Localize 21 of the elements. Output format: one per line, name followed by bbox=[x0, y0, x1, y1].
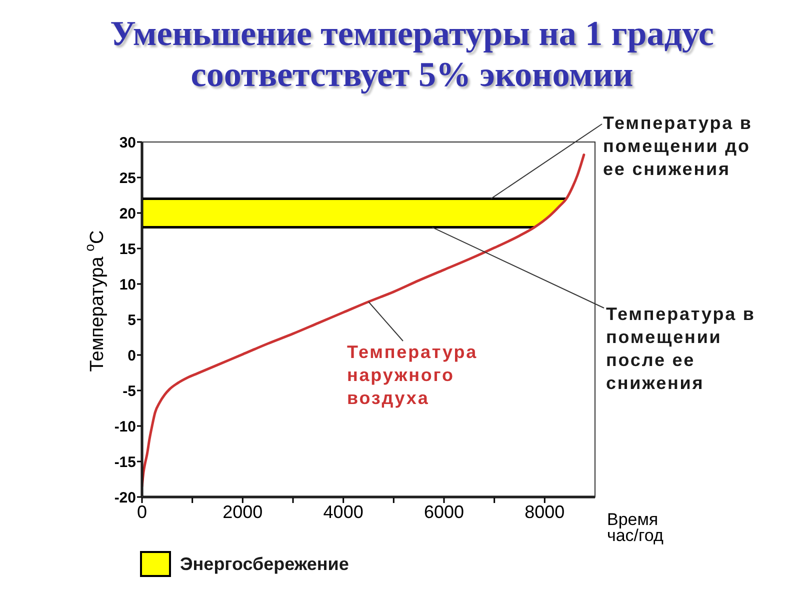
y-tick-label: 10 bbox=[119, 276, 136, 294]
y-tick-label: 15 bbox=[119, 240, 136, 258]
y-tick-label: 30 bbox=[119, 134, 136, 152]
x-tick-label: 2000 bbox=[222, 502, 263, 522]
y-tick-label: -20 bbox=[114, 489, 136, 506]
x-tick-label: 6000 bbox=[424, 502, 464, 522]
y-tick-label: 5 bbox=[128, 312, 136, 329]
chart-title: Уменьшение температуры на 1 градус соответствует 5% экономии bbox=[109, 13, 715, 95]
ref-line-label: Температура в помещении после ее снижения bbox=[606, 304, 756, 393]
x-tick-label: 8000 bbox=[524, 502, 565, 522]
y-tick-label: -10 bbox=[114, 418, 136, 436]
y-tick-label: -15 bbox=[114, 454, 136, 471]
y-tick-label: 0 bbox=[128, 347, 136, 364]
ref-line-label: Температура в помещении до ее снижения bbox=[603, 113, 752, 179]
y-tick-label: 20 bbox=[119, 205, 136, 222]
y-tick-label: -5 bbox=[122, 382, 136, 400]
legend-label: Энергосбережение bbox=[180, 554, 349, 574]
series-label: Температура наружного воздуха bbox=[347, 342, 478, 408]
x-tick-label: 4000 bbox=[323, 502, 364, 522]
y-tick-label: 25 bbox=[119, 170, 136, 187]
x-axis-title: Время час/год bbox=[607, 510, 664, 545]
